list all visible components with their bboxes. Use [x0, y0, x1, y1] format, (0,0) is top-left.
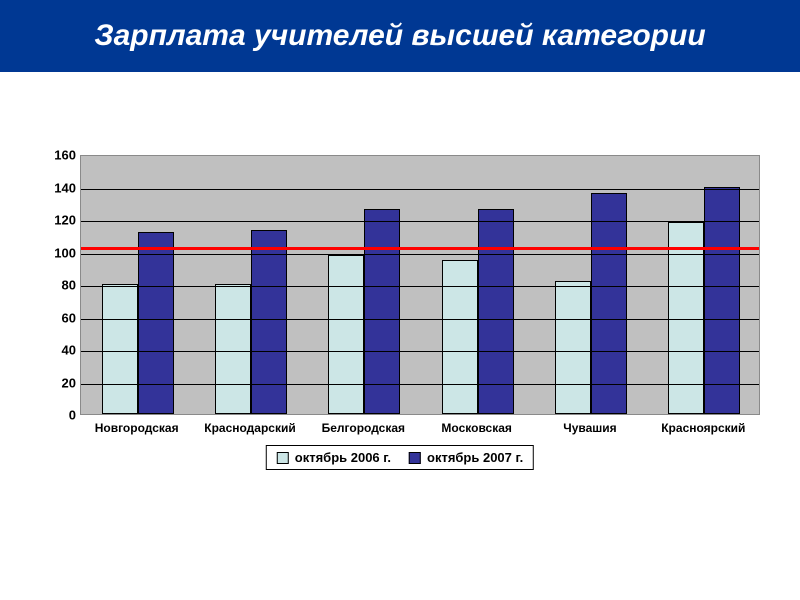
y-tick-label: 60 [40, 310, 76, 325]
x-category-label: Краснодарский [195, 421, 305, 435]
y-tick-label: 40 [40, 343, 76, 358]
x-category-label: Новгородская [82, 421, 192, 435]
title-bar: Зарплата учителей высшей категории [0, 0, 800, 72]
y-tick-label: 100 [40, 245, 76, 260]
y-tick-label: 80 [40, 278, 76, 293]
plot-area [80, 155, 760, 415]
bar [102, 284, 138, 414]
y-tick-label: 20 [40, 375, 76, 390]
bar [442, 260, 478, 414]
x-category-label: Белгородская [308, 421, 418, 435]
y-tick-label: 160 [40, 148, 76, 163]
x-category-label: Московская [422, 421, 532, 435]
bars-layer [81, 156, 759, 414]
bar [328, 255, 364, 414]
bar [138, 232, 174, 414]
salary-chart: октябрь 2006 г. октябрь 2007 г. 0 20 40 60 8… [40, 155, 760, 515]
gridline [81, 319, 759, 320]
gridline [81, 221, 759, 222]
gridline [81, 286, 759, 287]
bar [591, 193, 627, 414]
page-title: Зарплата учителей высшей категории [94, 19, 705, 53]
legend-item-2007: октябрь 2007 г. [409, 450, 523, 465]
bar [555, 281, 591, 414]
gridline [81, 384, 759, 385]
gridline [81, 351, 759, 352]
gridline [81, 254, 759, 255]
legend-swatch-2007 [409, 452, 421, 464]
y-tick-label: 140 [40, 180, 76, 195]
legend-label-2007: октябрь 2007 г. [427, 450, 523, 465]
legend-label-2006: октябрь 2006 г. [295, 450, 391, 465]
bar [251, 230, 287, 414]
reference-line [81, 247, 759, 250]
bar [215, 284, 251, 414]
y-tick-label: 120 [40, 213, 76, 228]
legend: октябрь 2006 г. октябрь 2007 г. [266, 445, 534, 470]
gridline [81, 189, 759, 190]
x-category-label: Красноярский [648, 421, 758, 435]
x-category-label: Чувашия [535, 421, 645, 435]
legend-swatch-2006 [277, 452, 289, 464]
legend-item-2006: октябрь 2006 г. [277, 450, 391, 465]
y-tick-label: 0 [40, 408, 76, 423]
